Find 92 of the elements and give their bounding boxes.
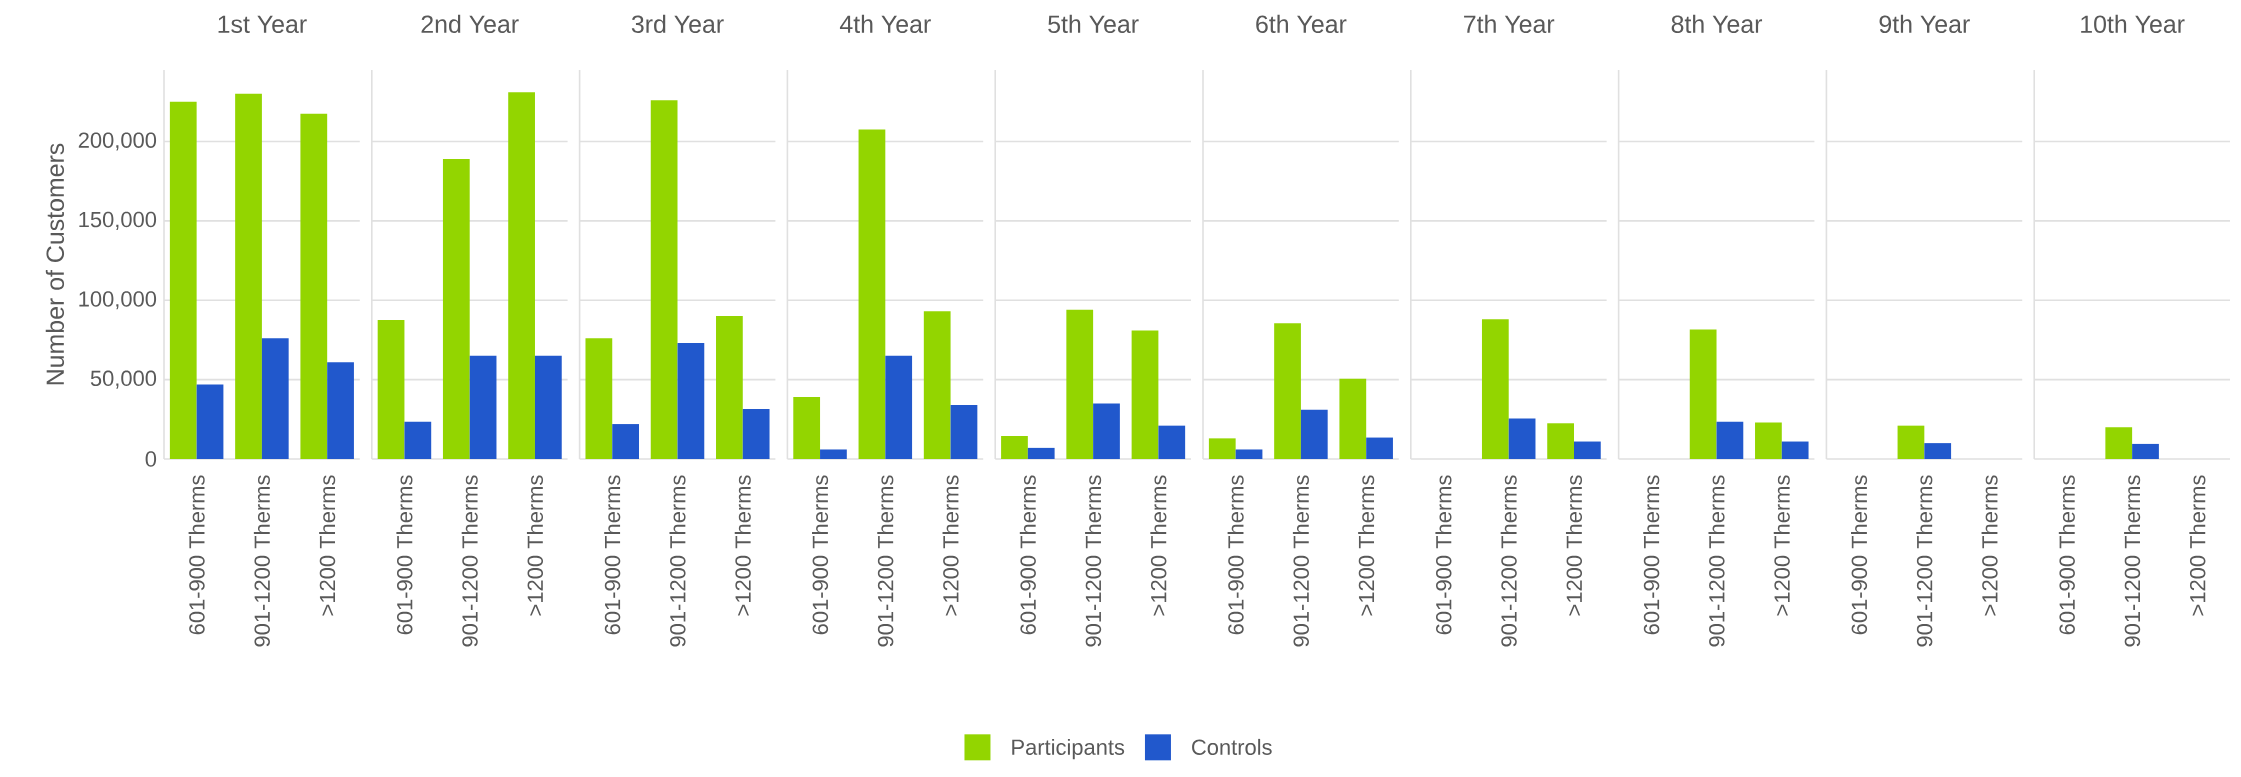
x-tick-label: >1200 Therms bbox=[2189, 475, 2206, 616]
bar bbox=[650, 100, 678, 459]
x-tick-label: >1200 Therms bbox=[942, 475, 959, 616]
x-tick-label: 601-900 Therms bbox=[812, 475, 829, 635]
bar bbox=[1158, 425, 1186, 459]
x-tick-label: 901-1200 Therms bbox=[877, 475, 894, 647]
bar bbox=[858, 129, 886, 459]
bar bbox=[950, 405, 978, 459]
y-tick-label: 100,000 bbox=[79, 291, 157, 310]
x-tick-label: 601-900 Therms bbox=[396, 475, 413, 635]
bar bbox=[923, 311, 951, 459]
legend-label: Controls bbox=[1192, 738, 1272, 755]
chart-title: 9th Year bbox=[1879, 14, 1970, 33]
x-tick-label: 901-1200 Therms bbox=[1916, 475, 1933, 647]
x-tick-label: 601-900 Therms bbox=[188, 475, 205, 635]
x-tick-label: 601-900 Therms bbox=[1851, 475, 1868, 635]
bar bbox=[793, 397, 821, 459]
bar bbox=[1547, 423, 1574, 459]
x-tick-label: 901-1200 Therms bbox=[669, 475, 686, 647]
bar bbox=[169, 101, 197, 459]
bar bbox=[1066, 309, 1094, 459]
bar bbox=[1274, 323, 1301, 459]
x-tick-label: >1200 Therms bbox=[1358, 475, 1375, 616]
x-tick-label: 901-1200 Therms bbox=[1708, 475, 1725, 647]
bar bbox=[1689, 329, 1717, 459]
bar bbox=[404, 421, 432, 459]
bar bbox=[885, 355, 913, 459]
bar bbox=[235, 93, 262, 459]
y-tick-label: 150,000 bbox=[79, 211, 157, 230]
x-tick-label: 601-900 Therms bbox=[1019, 475, 1036, 635]
bar bbox=[716, 316, 743, 459]
bar bbox=[585, 338, 613, 459]
bar bbox=[1093, 403, 1120, 459]
bar bbox=[1131, 330, 1159, 459]
bar bbox=[1208, 438, 1236, 459]
legend-label: Participants bbox=[1012, 738, 1125, 760]
bar bbox=[377, 320, 405, 459]
x-tick-label: >1200 Therms bbox=[1773, 475, 1790, 616]
bar bbox=[534, 355, 562, 459]
chart-title: 5th Year bbox=[1048, 14, 1139, 33]
bar bbox=[469, 355, 497, 459]
x-tick-label: 601-900 Therms bbox=[1227, 475, 1244, 635]
chart-title: 6th Year bbox=[1256, 14, 1347, 33]
x-tick-label: >1200 Therms bbox=[1150, 475, 1167, 616]
bar bbox=[508, 92, 535, 459]
bar bbox=[1508, 418, 1536, 459]
bar bbox=[612, 424, 639, 459]
bar bbox=[261, 338, 289, 459]
bar bbox=[1339, 378, 1367, 459]
x-tick-label: 601-900 Therms bbox=[2058, 475, 2075, 635]
bar bbox=[1300, 409, 1328, 459]
chart-title: 2nd Year bbox=[421, 14, 519, 33]
chart-title: 4th Year bbox=[839, 14, 931, 33]
bar bbox=[1366, 437, 1393, 459]
x-tick-label: >1200 Therms bbox=[1565, 475, 1583, 616]
x-tick-label: 601-900 Therms bbox=[1643, 475, 1660, 635]
y-tick-label: 50,000 bbox=[90, 370, 157, 389]
x-tick-label: >1200 Therms bbox=[526, 475, 544, 616]
bar bbox=[1001, 435, 1028, 459]
bar bbox=[1573, 441, 1601, 459]
x-tick-label: 601-900 Therms bbox=[604, 475, 621, 635]
x-tick-label: 901-1200 Therms bbox=[2124, 475, 2141, 647]
bar bbox=[196, 384, 224, 459]
x-tick-label: >1200 Therms bbox=[1981, 475, 1998, 616]
bar bbox=[1027, 447, 1055, 459]
chart-title: 3rd Year bbox=[631, 14, 724, 33]
bar bbox=[1481, 319, 1509, 459]
bar bbox=[677, 343, 705, 459]
chart-title: 10th Year bbox=[2081, 14, 2185, 33]
chart-title: 7th Year bbox=[1464, 14, 1555, 33]
x-tick-label: 601-900 Therms bbox=[1435, 475, 1452, 635]
x-tick-label: 901-1200 Therms bbox=[253, 475, 270, 647]
chart-title: 8th Year bbox=[1671, 14, 1763, 33]
bar bbox=[300, 113, 328, 459]
chart-title: 1st Year bbox=[218, 15, 307, 33]
y-tick-label: 200,000 bbox=[78, 132, 157, 151]
x-tick-label: >1200 Therms bbox=[319, 475, 336, 616]
bar bbox=[1781, 441, 1809, 459]
bar bbox=[742, 408, 770, 459]
bar bbox=[1716, 421, 1744, 459]
x-tick-label: 901-1200 Therms bbox=[1292, 475, 1309, 647]
x-tick-label: 901-1200 Therms bbox=[461, 475, 478, 647]
x-tick-label: 901-1200 Therms bbox=[1500, 475, 1517, 647]
bar bbox=[820, 449, 847, 459]
bar bbox=[327, 362, 354, 459]
x-tick-label: >1200 Therms bbox=[734, 475, 751, 616]
bar bbox=[1755, 422, 1782, 459]
x-tick-label: 901-1200 Therms bbox=[1085, 475, 1102, 647]
y-axis-title: Number of Customers bbox=[45, 143, 65, 385]
y-tick-label: 0 bbox=[145, 451, 157, 467]
bar bbox=[1235, 449, 1263, 459]
bar bbox=[442, 158, 470, 459]
